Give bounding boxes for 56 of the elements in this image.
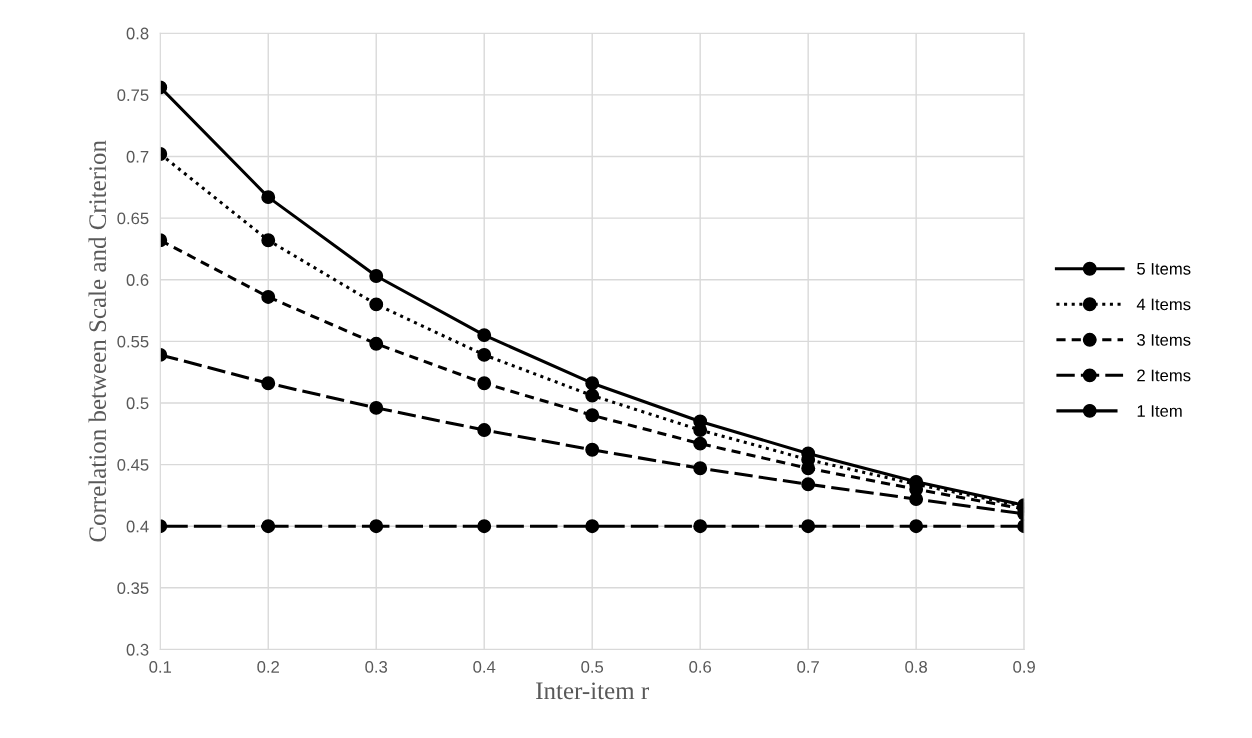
point — [909, 492, 924, 507]
y-tick-label: 0.65 — [117, 212, 149, 225]
point — [585, 376, 600, 391]
point — [369, 269, 384, 283]
point — [693, 519, 708, 534]
point — [801, 477, 816, 492]
x-tick-label: 0.4 — [473, 660, 496, 673]
y-tick-label: 0.7 — [126, 150, 149, 163]
point — [909, 519, 924, 534]
legend-label: 3 Items — [1137, 334, 1191, 346]
y-tick-label: 0.3 — [126, 643, 149, 656]
point — [369, 297, 384, 312]
point — [369, 336, 384, 351]
point — [369, 400, 384, 415]
y-tick-label: 0.6 — [126, 274, 149, 286]
y-tick-label: 0.8 — [126, 27, 149, 40]
legend-label: 5 Items — [1137, 263, 1191, 275]
y-tick-label: 0.75 — [117, 89, 149, 102]
point — [261, 519, 276, 534]
point — [585, 442, 600, 457]
legend-label: 4 Items — [1136, 298, 1191, 311]
x-tick-label: 0.2 — [257, 660, 279, 673]
x-tick-label: 0.6 — [689, 660, 712, 673]
point — [693, 461, 708, 476]
x-tick-label: 0.1 — [149, 660, 172, 673]
legend-label: 1 Item — [1137, 405, 1182, 417]
y-axis-title: Correlation between Scale and Criterion — [88, 140, 107, 542]
x-tick-label: 0.7 — [797, 660, 819, 673]
point — [477, 347, 492, 362]
x-tick-label: 0.9 — [1013, 660, 1035, 673]
point — [585, 519, 600, 534]
point — [261, 376, 276, 391]
point — [261, 290, 276, 304]
y-tick-label: 0.4 — [126, 520, 149, 533]
legend-label: 2 Items — [1137, 369, 1191, 382]
y-tick-label: 0.5 — [126, 397, 149, 410]
point — [693, 436, 708, 451]
point — [477, 423, 492, 438]
y-tick-label: 0.35 — [117, 582, 149, 595]
point — [261, 233, 276, 248]
point — [693, 423, 708, 438]
y-tick-label: 0.45 — [117, 458, 149, 471]
point — [369, 519, 384, 534]
x-tick-label: 0.5 — [581, 660, 604, 673]
point — [801, 461, 816, 476]
point — [477, 328, 492, 343]
x-tick-label: 0.3 — [365, 660, 388, 673]
point — [477, 519, 492, 534]
point — [585, 388, 600, 403]
y-tick-label: 0.55 — [117, 335, 149, 348]
point — [801, 519, 816, 534]
point — [585, 408, 600, 423]
point — [261, 190, 276, 205]
x-tick-label: 0.8 — [905, 660, 928, 673]
x-axis-title: Inter-item r — [536, 682, 649, 700]
point — [477, 376, 492, 391]
